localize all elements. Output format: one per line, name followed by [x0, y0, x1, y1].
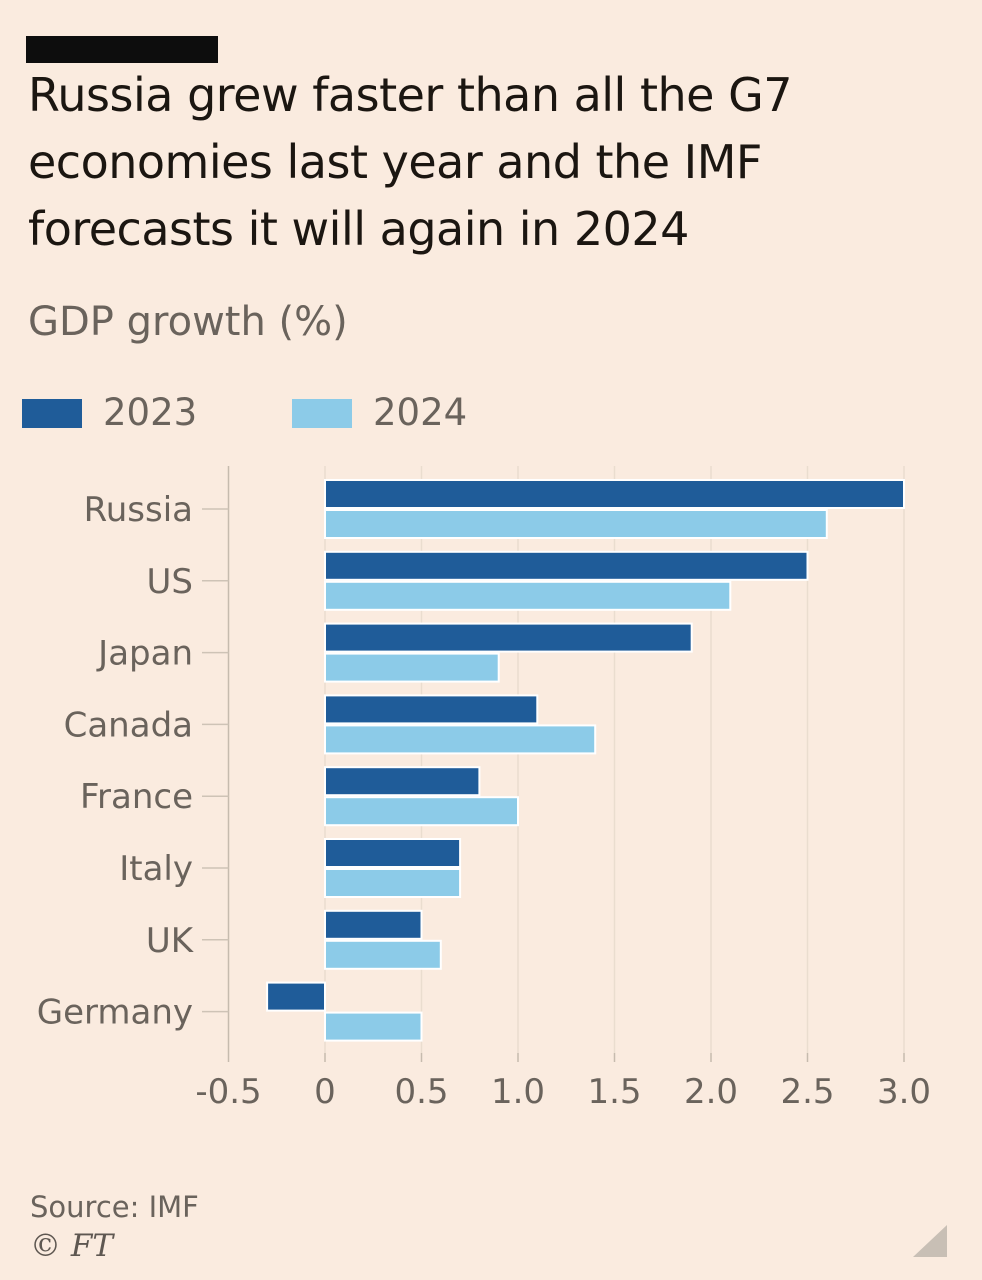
- x-tick-label: -0.5: [195, 1072, 261, 1112]
- bar-france-2023: [324, 766, 481, 797]
- chart-title-line-1: Russia grew faster than all the G7: [28, 68, 793, 122]
- category-label: Canada: [64, 705, 193, 745]
- x-tick-label: 2.5: [780, 1072, 834, 1112]
- category-label: Russia: [84, 490, 193, 530]
- x-tick-label: 2.0: [684, 1072, 738, 1112]
- legend-swatch-2024: [292, 399, 352, 428]
- x-tick-label: 3.0: [877, 1072, 931, 1112]
- bar-canada-2024: [324, 724, 597, 755]
- bar-uk-2024: [324, 939, 442, 970]
- chart-title-line-2: economies last year and the IMF: [28, 135, 762, 189]
- source-note: Source: IMF: [30, 1190, 199, 1224]
- x-tick-label: 1.5: [587, 1072, 641, 1112]
- bar-japan-2024: [324, 652, 500, 683]
- category-label: Japan: [96, 634, 193, 674]
- legend-label-2024: 2024: [373, 391, 468, 434]
- bar-canada-2023: [324, 694, 539, 725]
- category-label: UK: [146, 921, 195, 961]
- chart-subtitle: GDP growth (%): [28, 299, 348, 345]
- bar-us-2023: [324, 550, 809, 581]
- bar-us-2024: [324, 580, 732, 611]
- x-tick-label: 1.0: [491, 1072, 545, 1112]
- x-tick-label: 0: [314, 1072, 336, 1112]
- category-label: US: [147, 562, 193, 602]
- bar-uk-2023: [324, 909, 423, 940]
- category-label: France: [80, 777, 193, 817]
- bar-germany-2024: [324, 1011, 423, 1042]
- bar-italy-2024: [324, 868, 462, 898]
- category-label: Germany: [37, 993, 193, 1033]
- resize-corner-icon: [913, 1225, 947, 1257]
- x-tick-label: 0.5: [394, 1072, 448, 1112]
- bar-russia-2023: [324, 479, 905, 509]
- bar-italy-2023: [324, 838, 462, 868]
- bar-russia-2024: [324, 509, 828, 539]
- ft-copyright: © FT: [30, 1228, 114, 1264]
- chart-title-line-3: forecasts it will again in 2024: [28, 202, 689, 256]
- bar-germany-2023: [266, 981, 327, 1012]
- category-label: Italy: [119, 849, 193, 889]
- bar-france-2024: [324, 796, 519, 827]
- chart-title: Russia grew faster than all the G7 econo…: [28, 62, 948, 263]
- legend-swatch-2023: [22, 399, 82, 428]
- bar-japan-2023: [324, 622, 693, 653]
- top-rule-bar: [26, 36, 218, 63]
- legend-label-2023: 2023: [103, 391, 198, 434]
